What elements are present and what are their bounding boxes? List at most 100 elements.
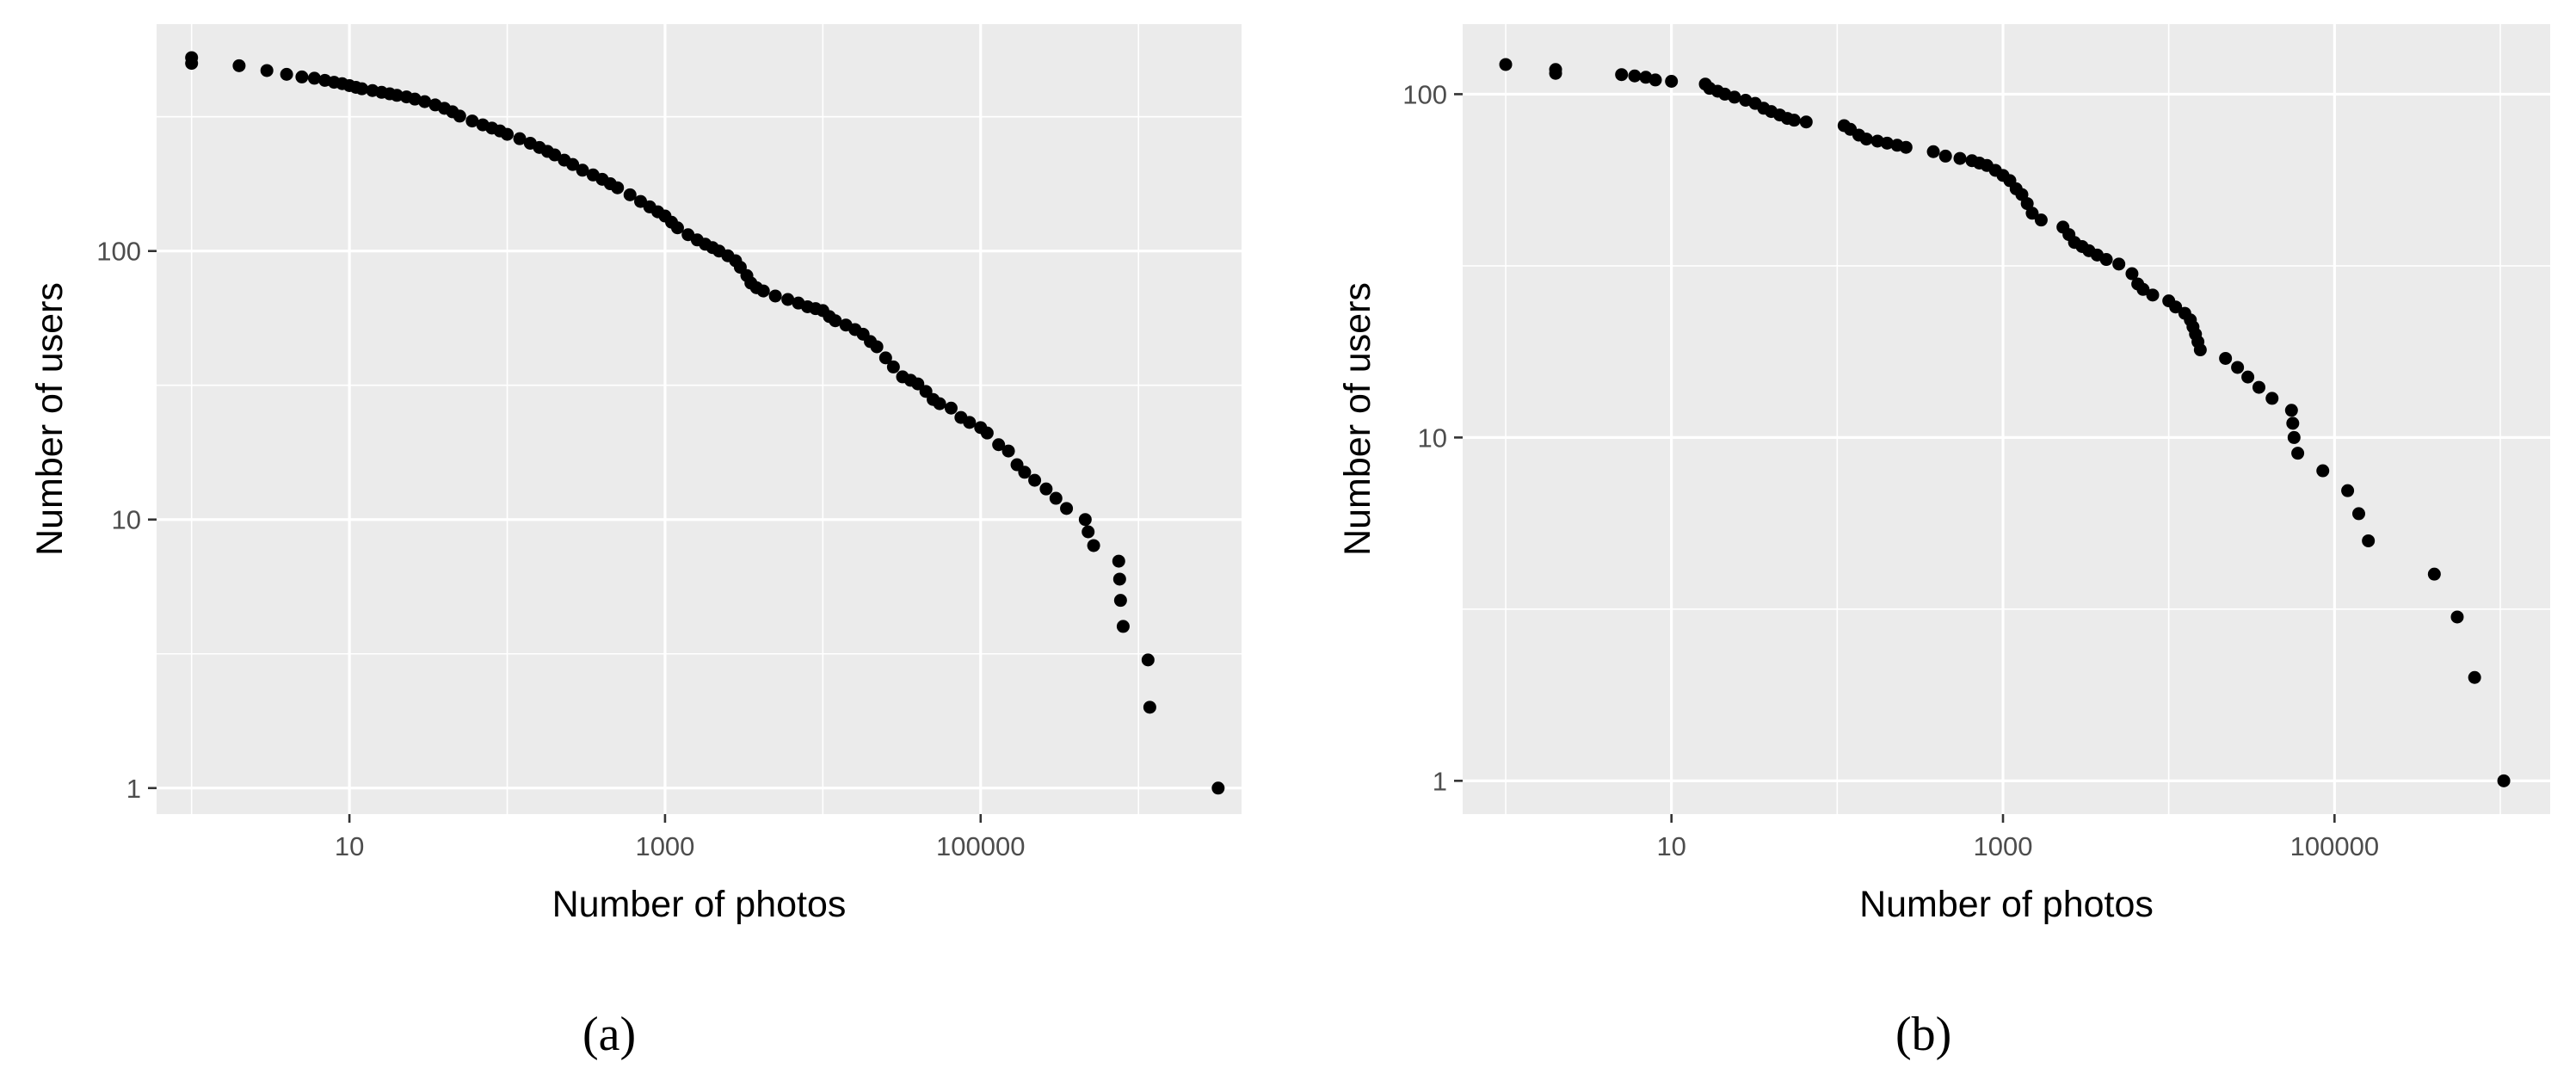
plot-a-data-point xyxy=(829,314,842,328)
plot-b-grid xyxy=(1463,24,2550,814)
plot-b-data-point xyxy=(1615,68,1629,82)
plot-a-data-point xyxy=(295,70,309,83)
plot-b-data-point xyxy=(2020,197,2034,211)
plot-a-y-tick-label: 10 xyxy=(112,505,141,535)
plot-b-data-point xyxy=(1628,69,1642,83)
plot-a-data-point xyxy=(232,59,246,72)
plot-b-data-point xyxy=(2286,417,2300,430)
plot-a-data-point xyxy=(1087,539,1100,552)
plot-a-data-point xyxy=(911,377,925,391)
plot-b-data-point xyxy=(1499,58,1513,71)
plot-b-data-point xyxy=(2316,464,2330,478)
plot-b-data-point xyxy=(2284,404,2298,417)
plot-b-data-point xyxy=(2341,484,2355,497)
plot-a-points xyxy=(185,51,1225,795)
plot-a-data-point xyxy=(756,284,770,298)
plot-b-x-tick-label: 10 xyxy=(1656,831,1685,861)
plot-a-panel xyxy=(157,24,1242,814)
caption-b: (b) xyxy=(1895,1007,1951,1062)
plot-b-x-tick-label: 1000 xyxy=(1974,831,2033,861)
plot-a-data-point xyxy=(418,95,432,108)
plot-a-x-axis-title: Number of photos xyxy=(552,884,847,925)
plot-a-data-point xyxy=(465,114,479,128)
plot-b-data-point xyxy=(1665,75,1679,89)
plot-b-data-point xyxy=(2169,300,2183,314)
plot-a-data-point xyxy=(513,132,527,145)
plot-b-data-point xyxy=(2219,351,2233,365)
plot-a-data-point xyxy=(355,82,369,96)
plot-a-data-point xyxy=(1001,444,1015,458)
plot-a-data-point xyxy=(933,397,946,410)
plot-a-y-tick-label: 100 xyxy=(96,237,141,267)
plot-a-data-point xyxy=(576,164,589,177)
plot-a-data-point xyxy=(963,416,977,429)
plot-a-data-point xyxy=(1060,502,1074,515)
plot-b-data-point xyxy=(1787,114,1801,127)
plot-a-data-point xyxy=(1116,620,1130,633)
plot-a-grid xyxy=(157,24,1242,814)
caption-a-text: (a) xyxy=(582,1008,637,1061)
plot-b-data-point xyxy=(2231,361,2245,374)
plot-b-data-point xyxy=(1870,134,1884,148)
plot-b-data-point xyxy=(1649,73,1662,87)
plot-a-x-tick-label: 100000 xyxy=(936,831,1025,861)
plot-a-data-point xyxy=(992,438,1006,452)
plot-a-data-point xyxy=(307,71,321,85)
plot-a-data-point xyxy=(566,157,580,171)
plot-a-data-point xyxy=(1143,700,1156,714)
plot-a-data-point xyxy=(185,57,199,71)
plot-b-data-point xyxy=(1880,136,1894,150)
plot-b-data-point xyxy=(1926,145,1940,158)
scatter-plot-a: 10 1000 100000 1 10 100 Number of photos Numb… xyxy=(29,24,1242,925)
plot-b-data-point xyxy=(2252,380,2265,394)
plot-b-data-point xyxy=(2497,774,2511,787)
plot-b-data-point xyxy=(1728,90,1741,104)
plot-b-data-point xyxy=(1953,151,1967,165)
plot-b-data-point xyxy=(2025,207,2039,220)
plot-a-data-point xyxy=(1113,594,1127,608)
plot-a-data-point xyxy=(1141,653,1155,667)
plot-b-data-point xyxy=(2450,610,2464,624)
plot-b-data-point xyxy=(2265,392,2279,405)
plot-a-data-point xyxy=(501,127,515,141)
plot-b-data-point xyxy=(2241,370,2255,384)
plot-b-data-point xyxy=(1549,66,1562,80)
plot-b-data-point xyxy=(2193,343,2207,357)
plot-a-data-point xyxy=(1049,491,1063,505)
plot-a-data-point xyxy=(1112,572,1126,586)
plot-a-data-point xyxy=(781,293,795,306)
plot-a-x-tick-label: 1000 xyxy=(635,831,694,861)
plot-b-points xyxy=(1499,58,2511,787)
plot-b-data-point xyxy=(2427,567,2441,581)
plot-b-data-point xyxy=(1938,149,1952,163)
plot-b-panel xyxy=(1463,24,2550,814)
plot-a-data-point xyxy=(623,188,637,201)
plot-a-y-axis-title: Number of users xyxy=(29,282,71,556)
plot-b-data-point xyxy=(2125,267,2139,281)
plot-b-data-point xyxy=(1899,140,1913,154)
caption-a: (a) xyxy=(582,1007,636,1062)
plot-a-data-point xyxy=(944,401,958,415)
plot-b-data-point xyxy=(2362,534,2376,547)
plot-a-data-point xyxy=(670,221,684,235)
plot-b-data-point xyxy=(1859,133,1873,146)
plot-a-data-point xyxy=(980,426,994,440)
plot-a-data-point xyxy=(1039,482,1053,496)
plot-b-x-tick-label: 100000 xyxy=(2290,831,2379,861)
plot-a-data-point xyxy=(1112,554,1125,568)
plot-a-data-point xyxy=(1078,513,1092,527)
plot-b-data-point xyxy=(2351,507,2365,521)
plot-a-x-tick-label: 10 xyxy=(335,831,364,861)
plot-a-data-point xyxy=(768,289,782,303)
plot-b-data-point xyxy=(2468,670,2481,684)
plot-a-data-point xyxy=(1028,473,1042,487)
plot-a-data-point xyxy=(1082,525,1095,539)
plot-a-data-point xyxy=(390,89,404,102)
plot-b-y-tick-label: 10 xyxy=(1418,423,1447,453)
plot-a-data-point xyxy=(260,64,274,77)
plot-b-data-point xyxy=(2112,257,2126,271)
plot-b-ticks: 10 1000 100000 1 10 100 xyxy=(1402,79,2379,861)
plot-a-data-point xyxy=(453,109,466,123)
plot-b-data-point xyxy=(2099,253,2113,267)
